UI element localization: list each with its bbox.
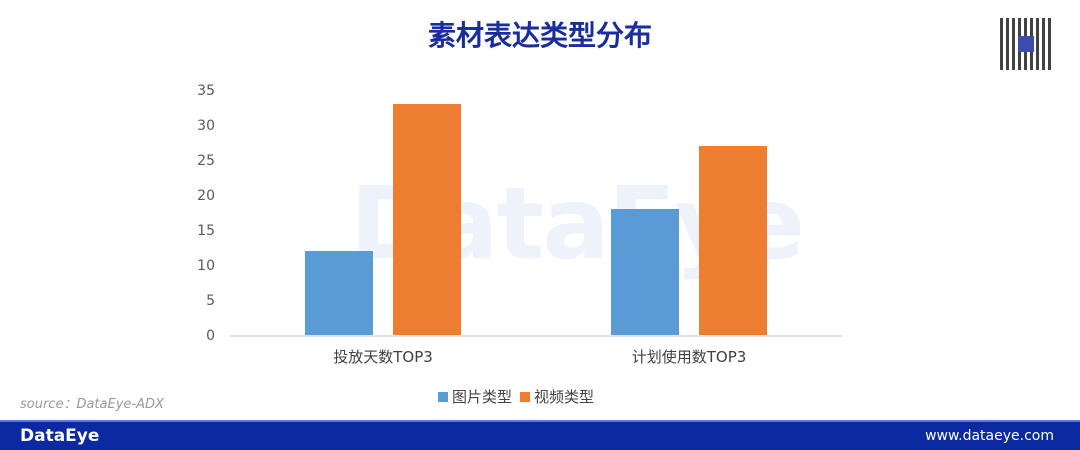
x-tick-label: 计划使用数TOP3 — [632, 348, 747, 366]
y-tick-label: 30 — [197, 118, 215, 134]
legend: 图片类型 视频类型 — [438, 386, 594, 407]
source-note: source：DataEye-ADX — [20, 397, 164, 412]
legend-label-video: 视频类型 — [534, 388, 595, 406]
chart-title: 素材表达类型分布 — [427, 19, 652, 52]
y-tick-label: 20 — [197, 188, 215, 204]
legend-swatch-video — [520, 391, 531, 402]
legend-swatch-image — [438, 391, 448, 402]
qr-code — [1000, 18, 1052, 70]
y-tick-label: 35 — [197, 83, 215, 99]
y-tick-label: 10 — [197, 258, 215, 274]
y-tick-label: 5 — [206, 293, 215, 309]
x-tick-label: 投放天数TOP3 — [333, 348, 433, 366]
y-tick-label: 25 — [197, 153, 215, 169]
footer-logo: DataEye — [20, 426, 100, 446]
bar-video-0 — [393, 104, 461, 335]
bar-image-0 — [305, 251, 373, 335]
chart: 0 5 10 15 20 25 30 35 投放天数TOP3 计划使用数TOP3 — [197, 83, 842, 366]
footer-bar: DataEye www.dataeye.com — [0, 420, 1080, 450]
y-tick-label: 0 — [206, 328, 215, 344]
bar-video-1 — [699, 146, 767, 335]
footer-url[interactable]: www.dataeye.com — [925, 428, 1054, 444]
y-tick-label: 15 — [197, 223, 215, 239]
legend-label-image: 图片类型 — [452, 388, 513, 406]
bar-image-1 — [611, 209, 679, 335]
